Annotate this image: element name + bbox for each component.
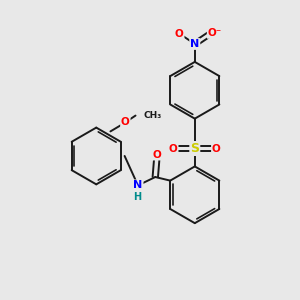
Text: O: O [169,143,178,154]
Text: N: N [133,180,142,190]
Text: H: H [133,192,141,202]
Text: O: O [175,28,184,38]
Text: O: O [121,117,130,128]
Text: S: S [190,142,199,155]
Text: O⁻: O⁻ [208,28,222,38]
Text: N: N [190,39,200,49]
Text: CH₃: CH₃ [144,111,162,120]
Text: O: O [152,150,161,160]
Text: O: O [212,143,221,154]
